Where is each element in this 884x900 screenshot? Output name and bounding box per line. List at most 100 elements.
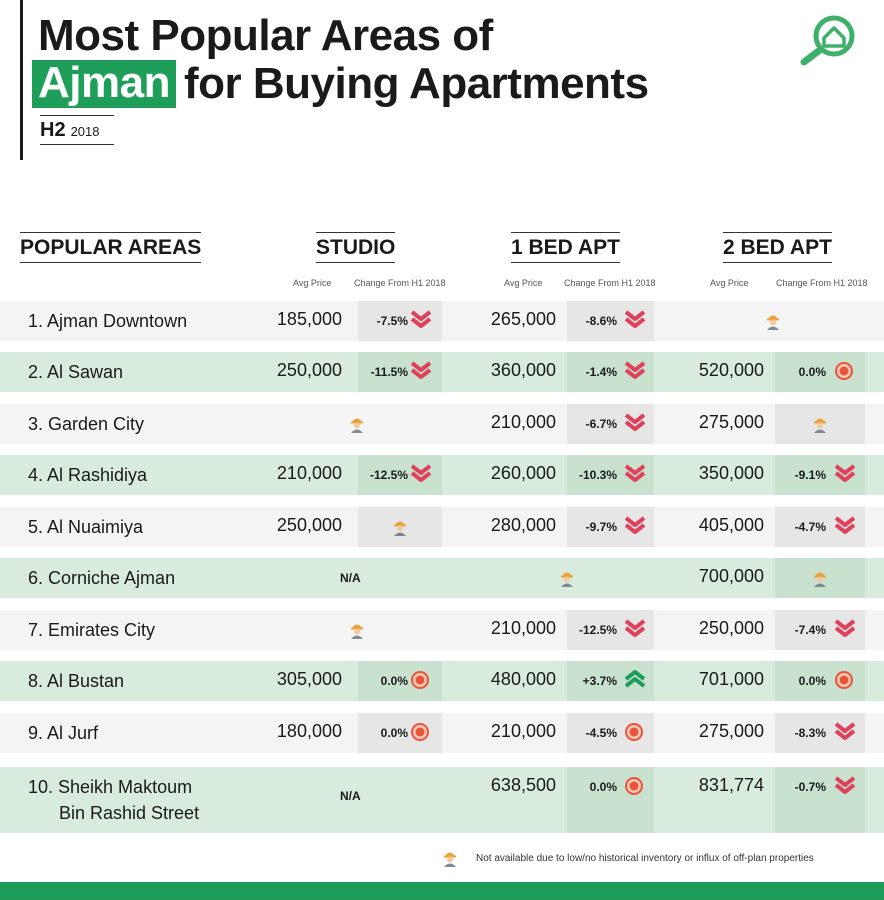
subhead-studio-avg-price: Avg Price [293, 278, 332, 288]
trend-flat-icon [624, 776, 644, 801]
footer-bar [0, 882, 884, 900]
studio-avg-price: 185,000 [276, 309, 342, 329]
one_bed-change-value: -6.7% [585, 417, 617, 431]
subhead-2bed-change: Change From H1 2018 [776, 278, 868, 288]
title-highlight: Ajman [32, 60, 176, 108]
column-header-2bed: 2 BED APT [723, 232, 832, 263]
studio-not-available: N/A [340, 789, 361, 803]
table-row: 9. Al Jurf 180,000 0.0% 210,000 -4.5% 275,000… [0, 713, 884, 753]
two_bed-avg-price: 700,000 [698, 566, 764, 586]
area-name: 7. Emirates City [28, 620, 156, 640]
one_bed-avg-price: 210,000 [490, 412, 556, 432]
trend-up-icon [624, 670, 646, 693]
two_bed-avg-price: 520,000 [698, 360, 764, 380]
area-name: 2. Al Sawan [28, 362, 124, 382]
construction-worker-icon [766, 312, 780, 335]
trend-down-icon [834, 516, 856, 539]
one_bed-change-value: -4.5% [585, 726, 617, 740]
table-row: 6. Corniche Ajman N/A 700,000 [0, 558, 884, 598]
studio-avg-price: 305,000 [276, 669, 342, 689]
trend-down-icon [624, 619, 646, 642]
column-header-areas: POPULAR AREAS [20, 232, 202, 263]
trend-down-icon [624, 516, 646, 539]
area-name: 4. Al Rashidiya [28, 465, 148, 485]
two_bed-avg-price: 275,000 [698, 721, 764, 741]
area-name: 6. Corniche Ajman [28, 568, 176, 588]
studio-change-value: -12.5% [369, 468, 408, 482]
area-name-line2: Bin Rashid Street [59, 803, 200, 823]
one_bed-avg-price: 210,000 [490, 721, 556, 741]
one_bed-change-value: -8.6% [585, 314, 617, 328]
table-row: 10. Sheikh Maktoum Bin Rashid Street N/A 63… [0, 767, 884, 833]
home-search-logo-icon [800, 15, 855, 66]
footnote: Not available due to low/no historical i… [476, 853, 814, 864]
two_bed-change-value: -0.7% [794, 780, 826, 794]
table-row: 1. Ajman Downtown 185,000 -7.5% 265,000 -8.6… [0, 301, 884, 341]
one_bed-change-value: +3.7% [582, 674, 617, 688]
one_bed-avg-price: 210,000 [490, 618, 556, 638]
construction-worker-icon [350, 415, 364, 438]
one_bed-change-value: -1.4% [585, 365, 617, 379]
title-accent-bar [20, 0, 23, 160]
one_bed-change-value: 0.0% [589, 780, 617, 794]
subhead-1bed-avg-price: Avg Price [504, 278, 543, 288]
area-name: 9. Al Jurf [28, 723, 99, 743]
studio-not-available: N/A [340, 571, 361, 585]
one_bed-avg-price: 360,000 [490, 360, 556, 380]
table-row: 3. Garden City 210,000 -6.7% 275,000 [0, 404, 884, 444]
two_bed-change-value: -8.3% [794, 726, 826, 740]
two_bed-avg-price: 405,000 [698, 515, 764, 535]
table-row: 5. Al Nuaimiya 250,000 280,000 -9.7% 405,000… [0, 507, 884, 547]
period-half: H2 [40, 119, 66, 141]
table-row: 2. Al Sawan 250,000 -11.5% 360,000 -1.4% 520,… [0, 352, 884, 392]
area-name: 5. Al Nuaimiya [28, 517, 144, 537]
trend-down-icon [410, 361, 432, 384]
trend-down-icon [834, 464, 856, 487]
subhead-2bed-avg-price: Avg Price [710, 278, 749, 288]
studio-avg-price: 250,000 [276, 360, 342, 380]
one_bed-avg-price: 280,000 [490, 515, 556, 535]
period-year: 2018 [70, 124, 100, 139]
construction-worker-icon [444, 852, 456, 867]
one_bed-change-cell [567, 767, 654, 833]
construction-worker-icon [560, 569, 574, 592]
trend-down-icon [834, 722, 856, 745]
trend-down-icon [624, 413, 646, 436]
page-title: Most Popular Areas of [38, 11, 493, 60]
studio-change-value: 0.0% [380, 674, 408, 688]
two_bed-avg-price: 701,000 [698, 669, 764, 689]
trend-down-icon [624, 464, 646, 487]
trend-flat-icon [410, 722, 430, 747]
construction-worker-icon [350, 621, 364, 644]
table-row: 4. Al Rashidiya 210,000 -12.5% 260,000 -10.3… [0, 455, 884, 495]
two_bed-avg-price: 250,000 [698, 618, 764, 638]
period-label: H2 2018 [40, 115, 114, 145]
two_bed-change-value: -9.1% [794, 468, 826, 482]
two_bed-change-value: -7.4% [794, 623, 826, 637]
two_bed-change-cell [775, 767, 865, 833]
subhead-studio-change: Change From H1 2018 [354, 278, 446, 288]
trend-flat-icon [834, 670, 854, 695]
one_bed-avg-price: 265,000 [490, 309, 556, 329]
title-rest: for Buying Apartments [183, 59, 649, 108]
two_bed-change-value: -4.7% [794, 520, 826, 534]
area-name: 1. Ajman Downtown [28, 311, 188, 331]
one_bed-avg-price: 260,000 [490, 463, 556, 483]
subhead-1bed-change: Change From H1 2018 [564, 278, 656, 288]
trend-flat-icon [834, 361, 854, 386]
one_bed-change-value: -10.3% [578, 468, 617, 482]
two_bed-avg-price: 350,000 [698, 463, 764, 483]
studio-change-value: 0.0% [380, 726, 408, 740]
two_bed-change-value: 0.0% [798, 674, 826, 688]
one_bed-avg-price: 638,500 [490, 775, 556, 795]
studio-change-value: -7.5% [376, 314, 408, 328]
two_bed-avg-price: 831,774 [698, 775, 764, 795]
area-name: 10. Sheikh Maktoum Bin Rashid Street [28, 774, 199, 826]
trend-down-icon [834, 776, 856, 799]
table-row: 8. Al Bustan 305,000 0.0% 480,000 +3.7% 701,0… [0, 661, 884, 701]
studio-change-value: -11.5% [370, 365, 408, 379]
construction-worker-icon [393, 518, 407, 541]
area-name: 3. Garden City [28, 414, 145, 434]
trend-down-icon [624, 361, 646, 384]
trend-down-icon [624, 310, 646, 333]
